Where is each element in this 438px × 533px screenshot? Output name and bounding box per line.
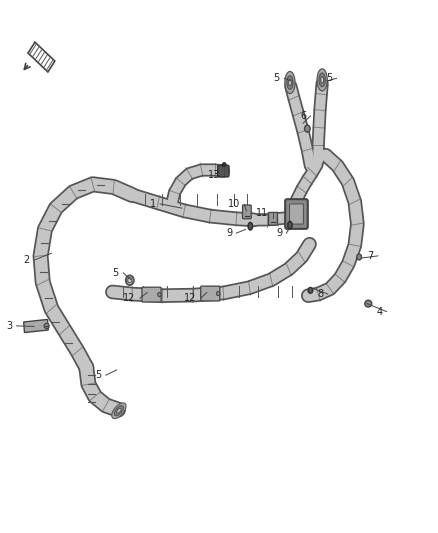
Text: 4: 4 [376,306,382,317]
FancyBboxPatch shape [285,199,308,229]
Text: 12: 12 [184,293,196,303]
Ellipse shape [317,69,327,91]
Ellipse shape [288,79,292,86]
Text: 5: 5 [274,73,280,83]
Ellipse shape [127,278,132,283]
Text: 3: 3 [6,321,12,331]
FancyBboxPatch shape [218,165,229,177]
FancyBboxPatch shape [201,286,220,301]
Text: 9: 9 [226,228,232,238]
Ellipse shape [114,406,124,416]
Text: 1: 1 [150,199,156,209]
Text: 5: 5 [326,73,332,83]
Ellipse shape [216,292,220,296]
Text: 10: 10 [228,199,240,209]
FancyBboxPatch shape [290,204,304,224]
Text: 5: 5 [113,268,119,278]
Ellipse shape [319,73,325,87]
Text: 8: 8 [317,289,323,299]
Ellipse shape [304,125,310,132]
Ellipse shape [248,222,253,230]
Ellipse shape [44,323,49,328]
Polygon shape [28,42,55,72]
FancyBboxPatch shape [268,213,277,225]
Ellipse shape [112,403,126,418]
Ellipse shape [357,254,361,260]
Ellipse shape [222,163,226,167]
Text: 5: 5 [95,370,102,380]
Ellipse shape [117,408,121,413]
Ellipse shape [288,221,292,229]
Text: 9: 9 [276,228,282,238]
Ellipse shape [321,76,324,83]
Ellipse shape [308,287,313,293]
Text: 12: 12 [123,293,135,303]
Ellipse shape [285,71,295,94]
Ellipse shape [287,76,293,90]
Polygon shape [24,319,48,333]
Text: 13: 13 [208,171,220,180]
FancyBboxPatch shape [243,205,251,219]
Text: 6: 6 [300,111,306,121]
Ellipse shape [365,300,372,307]
Text: 2: 2 [23,255,30,265]
Text: 11: 11 [256,208,268,219]
FancyBboxPatch shape [142,287,161,302]
Text: 7: 7 [367,251,374,261]
Ellipse shape [158,293,161,297]
